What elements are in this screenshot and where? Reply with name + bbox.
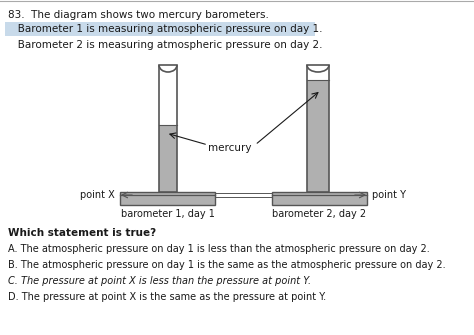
Bar [272, 192, 367, 205]
Text: A. The atmospheric pressure on day 1 is less than the atmospheric pressure on da: A. The atmospheric pressure on day 1 is … [8, 244, 430, 254]
Text: mercury: mercury [208, 143, 252, 153]
Text: Which statement is true?: Which statement is true? [8, 228, 156, 238]
Text: C. The pressure at point X is less than the pressure at point Y.: C. The pressure at point X is less than … [8, 276, 311, 286]
Text: point Y: point Y [372, 190, 406, 200]
Bar [5, 22, 315, 36]
Bar [120, 192, 215, 205]
Text: B. The atmospheric pressure on day 1 is the same as the atmospheric pressure on : B. The atmospheric pressure on day 1 is … [8, 260, 446, 270]
Bar [159, 65, 177, 192]
Bar [159, 125, 177, 192]
Text: Barometer 2 is measuring atmospheric pressure on day 2.: Barometer 2 is measuring atmospheric pre… [8, 40, 322, 50]
Text: barometer 1, day 1: barometer 1, day 1 [120, 209, 214, 219]
Bar [307, 80, 329, 192]
Text: Barometer 1 is measuring atmospheric pressure on day 1.: Barometer 1 is measuring atmospheric pre… [8, 24, 322, 35]
Text: barometer 2, day 2: barometer 2, day 2 [273, 209, 366, 219]
Text: point X: point X [80, 190, 115, 200]
Text: 83.  The diagram shows two mercury barometers.: 83. The diagram shows two mercury barome… [8, 10, 269, 20]
Text: D. The pressure at point X is the same as the pressure at point Y.: D. The pressure at point X is the same a… [8, 292, 326, 302]
Bar [307, 65, 329, 192]
